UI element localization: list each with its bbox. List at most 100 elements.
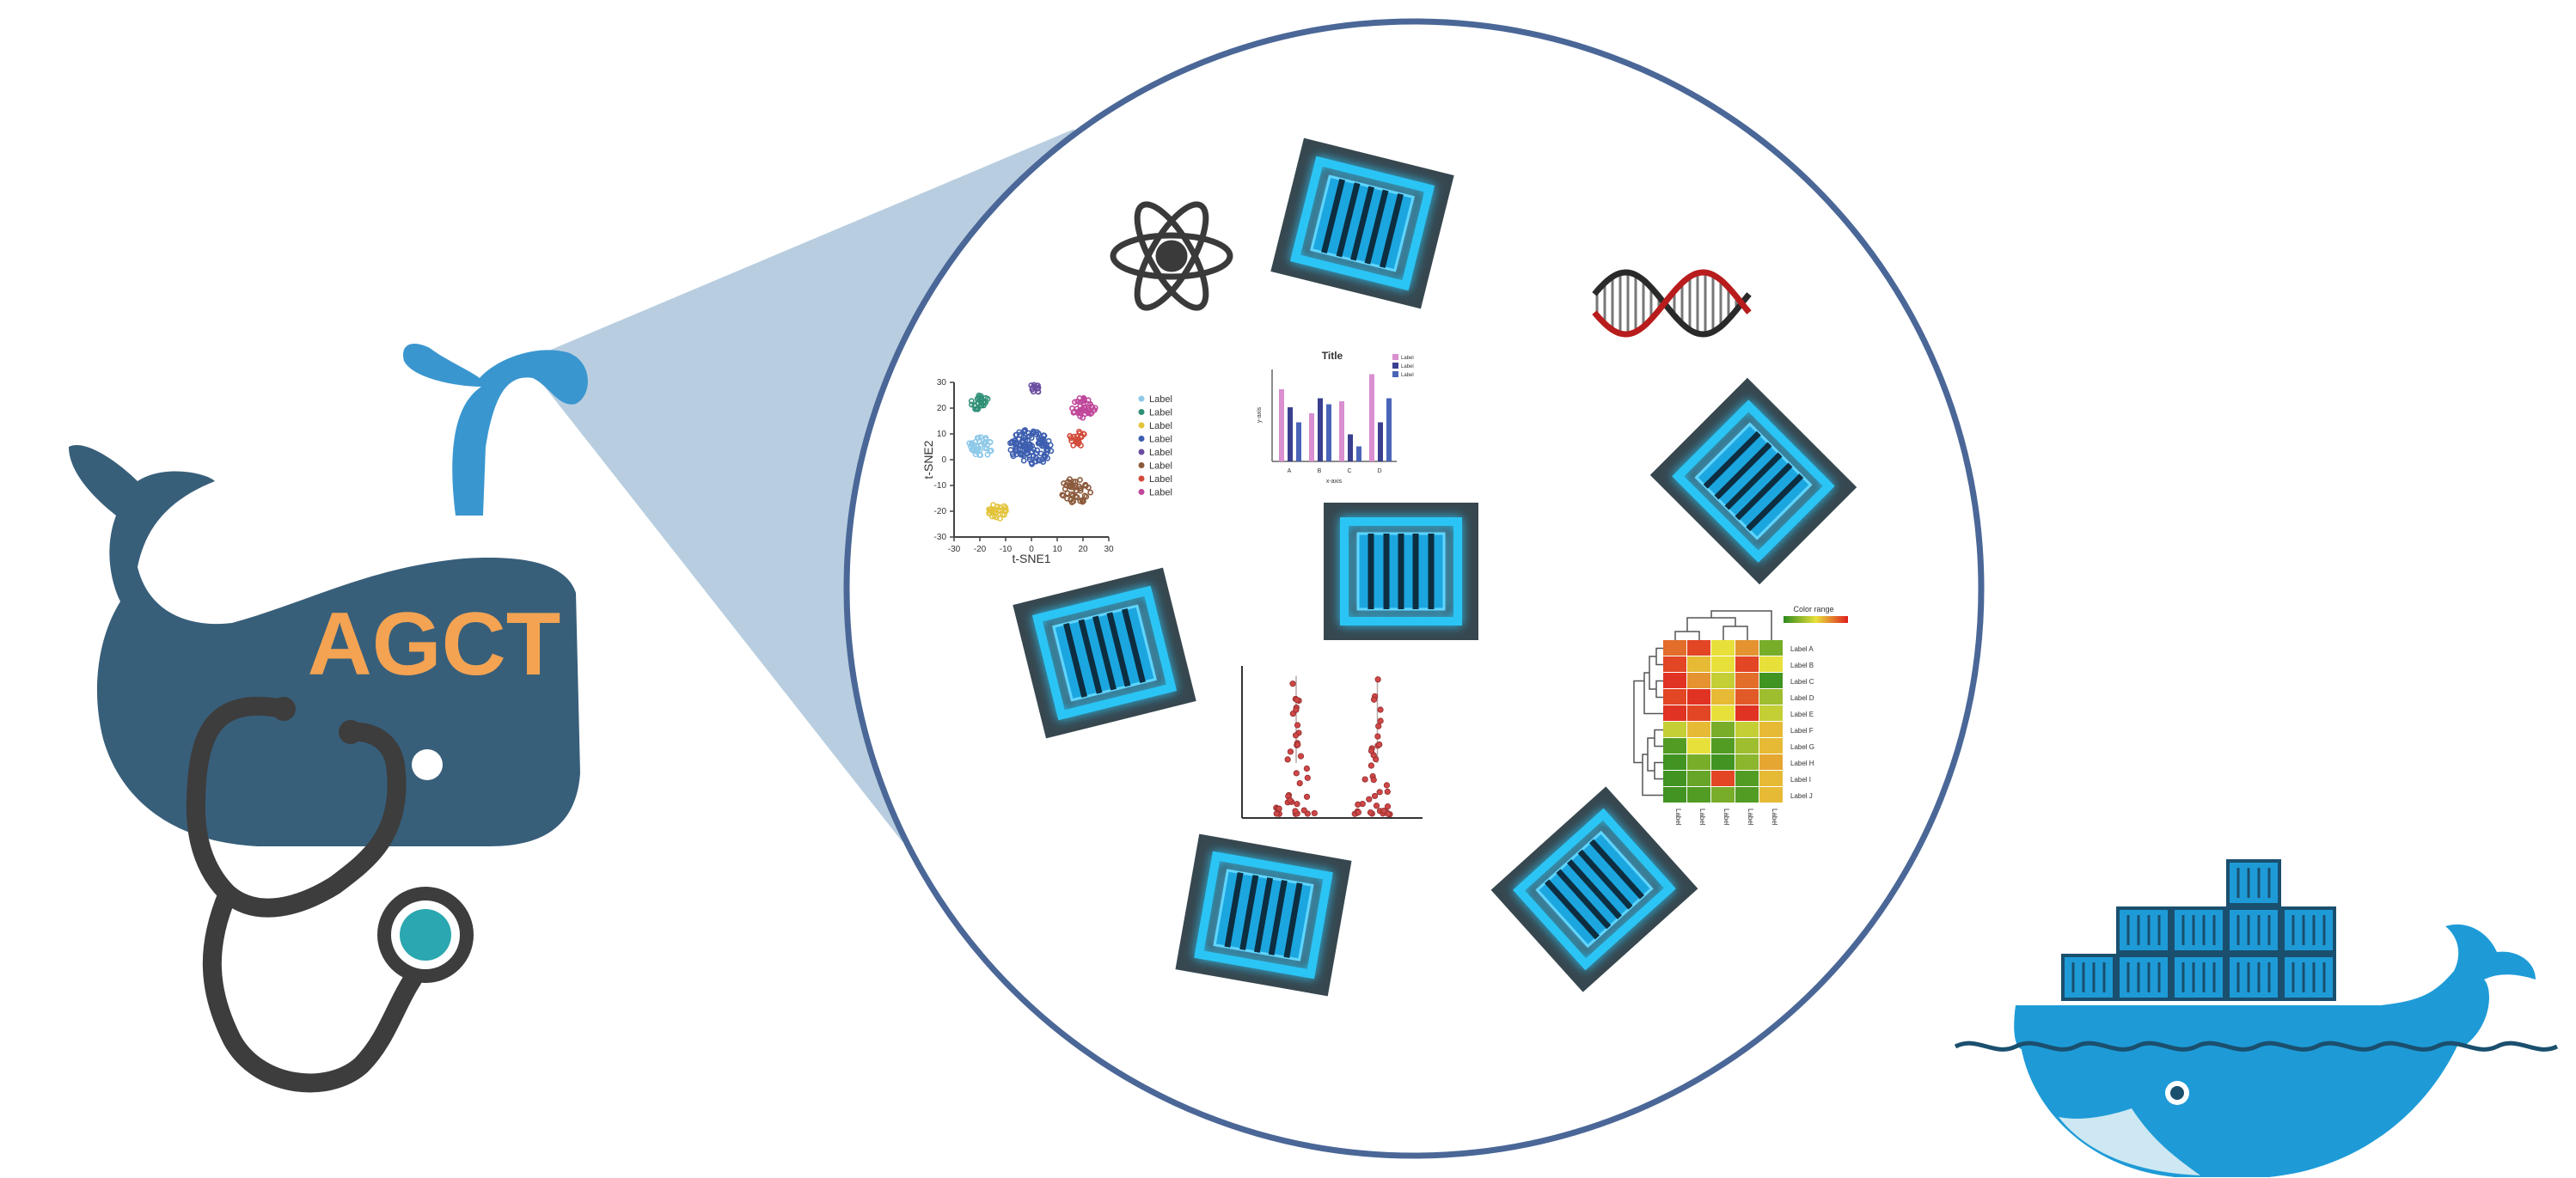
heatmap-col-label: Label bbox=[1698, 809, 1706, 826]
tsne-point bbox=[1060, 492, 1067, 499]
heatmap-cell bbox=[1687, 656, 1710, 672]
bar-legend-swatch bbox=[1392, 363, 1398, 369]
docker-container-box bbox=[2281, 906, 2336, 954]
tsne-point bbox=[1029, 449, 1036, 455]
heatmap-cell bbox=[1711, 673, 1735, 688]
whale-eye bbox=[412, 749, 443, 780]
docker-container-box bbox=[2226, 954, 2281, 1001]
tsne-legend-swatch bbox=[1138, 449, 1145, 455]
heatmap-cell bbox=[1735, 722, 1759, 737]
tsne-legend-swatch bbox=[1138, 395, 1145, 402]
docker-container-box bbox=[2281, 954, 2336, 1001]
tsne-point bbox=[1040, 436, 1046, 443]
heatmap-cell bbox=[1687, 754, 1710, 770]
heatmap-cell bbox=[1663, 705, 1686, 721]
strip-point bbox=[1297, 753, 1305, 760]
strip-point bbox=[1287, 748, 1294, 755]
heatmap-cell bbox=[1711, 771, 1735, 786]
bar-x-tick-label: D bbox=[1377, 468, 1381, 474]
docker-box-frame bbox=[2171, 906, 2226, 954]
strip-point bbox=[1294, 722, 1301, 729]
heatmap-cell bbox=[1735, 689, 1759, 705]
bar-x-tick-label: C bbox=[1347, 468, 1351, 474]
tsne-point bbox=[969, 442, 976, 448]
tsne-point bbox=[1070, 409, 1077, 416]
bar-legend-label: Label bbox=[1401, 364, 1414, 369]
tsne-legend-label: Label bbox=[1149, 474, 1172, 485]
tsne-x-tick-label: 0 bbox=[1029, 545, 1034, 554]
strip-point bbox=[1296, 779, 1303, 787]
tsne-point bbox=[1076, 428, 1082, 435]
tsne-point bbox=[982, 394, 989, 401]
docker-box-frame bbox=[2281, 906, 2336, 954]
stethoscope-chestpiece-center bbox=[400, 909, 451, 961]
heatmap-cell bbox=[1663, 787, 1686, 803]
tsne-legend-swatch bbox=[1138, 489, 1145, 495]
bar-x-tick-label: B bbox=[1318, 468, 1322, 474]
heatmap-cell bbox=[1687, 722, 1710, 737]
tsne-point bbox=[1034, 447, 1041, 454]
heatmap-cell bbox=[1759, 771, 1783, 786]
tsne-point bbox=[974, 449, 980, 455]
tsne-point bbox=[1072, 399, 1078, 406]
heatmap-cell bbox=[1711, 640, 1735, 656]
heatmap-cell bbox=[1735, 738, 1759, 754]
tsne-ylabel: t-SNE2 bbox=[921, 440, 935, 479]
strip-point bbox=[1370, 696, 1378, 703]
bar-xlabel: x-axis bbox=[1326, 479, 1343, 485]
tsne-y-tick-label: 10 bbox=[937, 430, 947, 439]
tsne-plot: t-SNE1 t-SNE2 -30 -20 -10 0 10 20 30 30 20 10 0 -1… bbox=[921, 378, 1172, 565]
heatmap-row-label: Label B bbox=[1790, 662, 1814, 669]
heatmap-cell bbox=[1735, 673, 1759, 688]
strip-point bbox=[1294, 697, 1300, 704]
tsne-point bbox=[1083, 493, 1090, 500]
strip-point bbox=[1370, 777, 1377, 784]
tsne-point bbox=[984, 451, 991, 458]
docker-container-box bbox=[2226, 906, 2281, 954]
tsne-point bbox=[1035, 382, 1041, 389]
strip-point bbox=[1384, 788, 1391, 795]
strip-point bbox=[1373, 803, 1380, 809]
heatmap-cell bbox=[1735, 640, 1759, 656]
tsne-point bbox=[971, 402, 978, 409]
bar bbox=[1288, 407, 1293, 461]
docker-water-line bbox=[1954, 1041, 2559, 1052]
tsne-point bbox=[1021, 448, 1028, 454]
tsne-point bbox=[1029, 384, 1036, 391]
tsne-x-tick-label: 10 bbox=[1052, 545, 1062, 554]
heatmap-cell bbox=[1759, 738, 1783, 754]
strip-point bbox=[1374, 733, 1381, 740]
dna-icon bbox=[1592, 269, 1752, 338]
heatmap-cell bbox=[1663, 673, 1686, 688]
tsne-point bbox=[999, 511, 1006, 518]
strip-point bbox=[1311, 809, 1318, 817]
tsne-x-tick-label: 30 bbox=[1104, 545, 1114, 554]
heatmap-cell bbox=[1663, 722, 1686, 737]
tsne-point bbox=[1018, 451, 1024, 458]
bar-legend-label: Label bbox=[1401, 373, 1414, 378]
docker-whale-hull bbox=[2020, 1040, 2458, 1177]
tsne-point bbox=[989, 513, 995, 520]
heatmap-col-label: Label bbox=[1747, 809, 1754, 826]
heatmap-cell bbox=[1687, 705, 1710, 721]
tsne-point bbox=[996, 515, 1003, 522]
heatmap-cell bbox=[1663, 689, 1686, 705]
tsne-point bbox=[1019, 437, 1025, 444]
atom-icon bbox=[1110, 201, 1233, 311]
heatmap: Color range Label A Label B Label C Label D… bbox=[1633, 605, 1848, 826]
heatmap-cell bbox=[1711, 689, 1735, 705]
tsne-point bbox=[972, 406, 979, 412]
tsne-point bbox=[1061, 480, 1067, 486]
bar bbox=[1339, 401, 1344, 461]
heatmap-row-label: Label D bbox=[1790, 694, 1814, 702]
strip-point bbox=[1294, 801, 1300, 808]
stethoscope-icon bbox=[186, 696, 422, 1093]
tsne-legend-label: Label bbox=[1149, 408, 1172, 418]
heatmap-cell bbox=[1687, 673, 1710, 688]
tsne-point bbox=[987, 448, 994, 455]
tsne-x-tick-label: -10 bbox=[1000, 545, 1013, 554]
heatmap-cell bbox=[1663, 640, 1686, 656]
tsne-point bbox=[1029, 443, 1036, 449]
strip-plot bbox=[1241, 666, 1423, 819]
